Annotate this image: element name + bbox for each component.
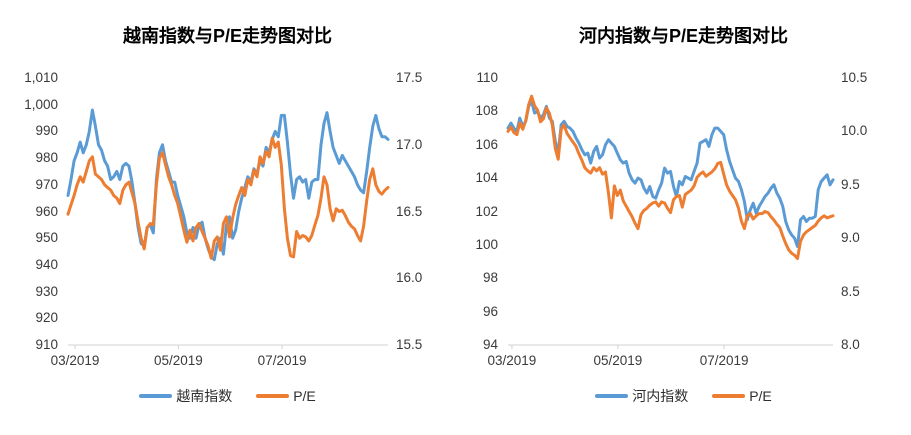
y-axis-right-tick-label: 10.0 [841,123,868,139]
y-axis-right-tick-label: 9.5 [841,176,860,192]
line-swatch-blue [139,394,173,398]
y-axis-left-tick-label: 100 [475,236,498,252]
x-axis-tick-label: 03/2019 [487,353,537,368]
y-axis-left-tick-label: 1,000 [24,96,58,112]
legend-item-pe: P/E [256,388,316,404]
chart-title-hanoi: 河内指数与P/E走势图对比 [578,26,788,46]
y-axis-left-tick-label: 1,010 [24,70,58,85]
y-axis-left-tick-label: 910 [35,337,58,352]
y-axis-left-tick-label: 96 [482,303,498,319]
x-axis-tick-label: 03/2019 [50,353,100,368]
y-axis-right-tick-label: 8.0 [841,337,860,352]
legend-hanoi: 河内指数 P/E [456,386,911,406]
y-axis-right-tick-label: 10.5 [841,70,868,85]
x-axis-tick-label: 05/2019 [593,353,643,368]
y-axis-left-tick-label: 104 [475,170,498,186]
line-swatch-blue [595,394,629,398]
y-axis-left-tick-label: 106 [475,136,498,152]
y-axis-right-tick-label: 16.0 [396,270,423,286]
y-axis-right-tick-label: 17.0 [396,136,423,152]
x-axis-tick-label: 07/2019 [257,353,307,368]
line-swatch-orange [256,394,290,398]
y-axis-left-tick-label: 98 [482,270,498,286]
y-axis-left-tick-label: 94 [482,337,498,352]
legend-label: 河内指数 [632,388,689,404]
y-axis-left-tick-label: 950 [35,230,58,246]
y-axis-left-tick-label: 980 [35,150,58,166]
legend-vietnam: 越南指数 P/E [0,386,455,406]
line-swatch-orange [712,394,746,398]
legend-item-vietnam-index: 越南指数 [139,386,232,406]
y-axis-left-tick-label: 960 [35,203,58,219]
y-axis-right-tick-label: 17.5 [396,70,423,85]
chart-vietnam-index: 越南指数与P/E走势图对比 越南指数 P/E 1,010 1,000 990 980 9… [0,0,455,435]
x-axis-tick-label: 05/2019 [153,353,203,368]
y-axis-left-tick-label: 990 [35,123,58,139]
y-axis-left-tick-label: 970 [35,176,58,192]
legend-label: P/E [293,388,316,404]
y-axis-right-tick-label: 8.5 [841,283,860,299]
y-axis-right-tick-label: 9.0 [841,230,860,246]
y-axis-right-tick-label: 15.5 [396,337,423,352]
legend-label: 越南指数 [176,388,233,404]
plot-area-hanoi [506,94,835,349]
legend-item-hanoi-index: 河内指数 [595,386,688,406]
x-axis-tick-label: 07/2019 [699,353,749,368]
chart-title-vietnam: 越南指数与P/E走势图对比 [122,26,332,46]
y-axis-left-tick-label: 930 [35,283,58,299]
y-axis-left-tick-label: 102 [475,203,498,219]
y-axis-left-tick-label: 940 [35,256,58,272]
plot-area-vietnam [66,108,390,349]
legend-item-pe: P/E [712,388,772,404]
chart-hanoi-index: 河内指数与P/E走势图对比 河内指数 P/E 110 108 106 104 102 10… [456,0,911,435]
y-axis-left-tick-label: 108 [475,103,498,119]
y-axis-right-tick-label: 16.5 [396,203,423,219]
y-axis-left-tick-label: 920 [35,310,58,326]
legend-label: P/E [749,388,772,404]
y-axis-left-tick-label: 110 [476,70,498,85]
